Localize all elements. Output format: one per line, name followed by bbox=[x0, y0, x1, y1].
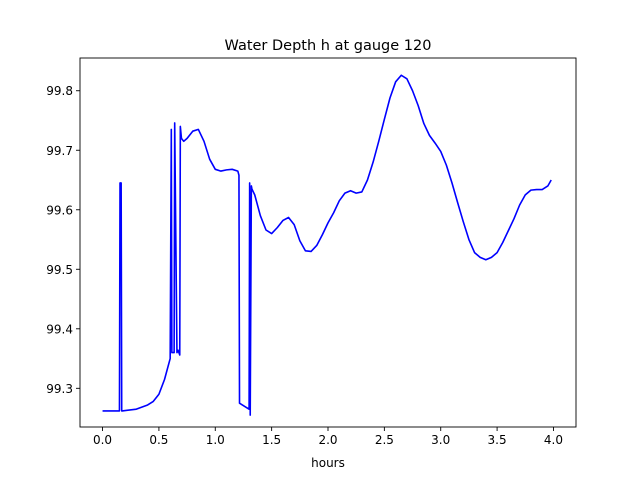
y-tick-label: 99.5 bbox=[46, 263, 73, 277]
y-tick-label: 99.8 bbox=[46, 84, 73, 98]
x-tick-label: 0.5 bbox=[149, 433, 168, 447]
y-tick-label: 99.6 bbox=[46, 203, 73, 217]
x-tick-label: 1.0 bbox=[206, 433, 225, 447]
x-tick-label: 4.0 bbox=[544, 433, 563, 447]
y-tick-label: 99.7 bbox=[46, 144, 73, 158]
y-tick-label: 99.4 bbox=[46, 322, 73, 336]
plot-area bbox=[102, 74, 552, 416]
x-tick-label: 3.0 bbox=[431, 433, 450, 447]
x-tick-label: 3.5 bbox=[488, 433, 507, 447]
x-axis-label: hours bbox=[311, 456, 345, 470]
x-tick-label: 0.0 bbox=[93, 433, 112, 447]
y-tick-label: 99.3 bbox=[46, 382, 73, 396]
x-tick-label: 2.5 bbox=[375, 433, 394, 447]
chart-title: Water Depth h at gauge 120 bbox=[225, 38, 432, 54]
series-line-0 bbox=[102, 74, 552, 416]
axes: 0.0 0.5 1.0 1.5 2.0 2.5 3.0 3.5 4.0 99.3 99.4 99.5 9… bbox=[46, 57, 577, 447]
x-tick-label: 2.0 bbox=[318, 433, 337, 447]
x-tick-label: 1.5 bbox=[262, 433, 281, 447]
